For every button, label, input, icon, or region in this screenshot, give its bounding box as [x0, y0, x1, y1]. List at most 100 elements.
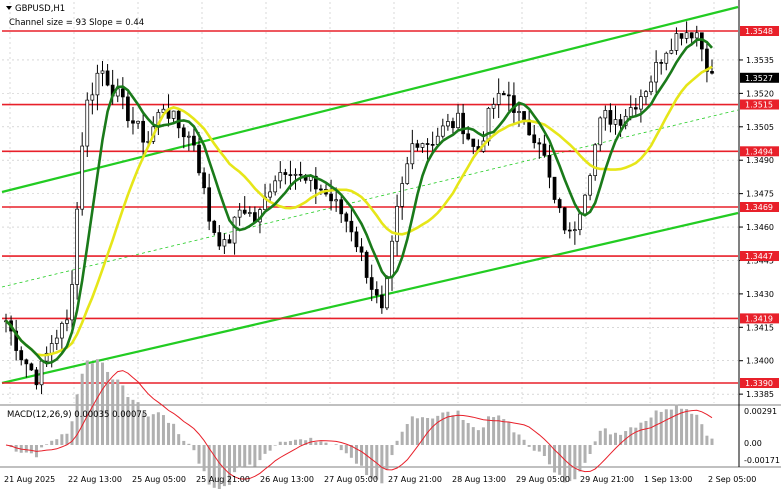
macd-bar	[553, 445, 557, 473]
macd-bar	[654, 410, 658, 445]
macd-bar	[410, 416, 414, 445]
macd-bar	[197, 445, 201, 464]
candle-body	[186, 135, 191, 138]
macd-bar	[680, 408, 684, 445]
candle-body	[628, 107, 633, 117]
macd-bar	[212, 445, 216, 488]
candle-body	[471, 138, 476, 147]
macd-bar	[527, 445, 531, 447]
candle-body	[34, 369, 39, 386]
candle-body	[578, 213, 582, 231]
time-label: 1 Sep 13:00	[644, 475, 692, 484]
candle-body	[268, 191, 272, 198]
candle-body	[120, 88, 125, 98]
macd-bar	[50, 440, 54, 445]
current-price-label: 1.3527	[745, 74, 773, 83]
candle-body	[532, 134, 537, 144]
macd-bar	[522, 439, 526, 445]
macd-bar	[405, 424, 409, 445]
macd-bar	[476, 430, 480, 445]
candle-body	[232, 216, 237, 244]
macd-bar	[278, 441, 282, 445]
candle-body	[466, 133, 471, 140]
candle-body	[496, 93, 501, 105]
candle-body	[298, 173, 303, 176]
candle-body	[181, 127, 186, 138]
candle-body	[75, 208, 79, 285]
macd-bar	[568, 445, 572, 482]
time-label: 29 Aug 05:00	[516, 475, 570, 484]
macd-bar	[603, 428, 607, 445]
level-tag-label: 1.3419	[745, 314, 773, 323]
macd-bar	[161, 415, 165, 445]
candle-body	[517, 111, 521, 113]
macd-bar	[126, 397, 130, 445]
level-tag-label: 1.3390	[745, 379, 773, 388]
candle-body	[684, 32, 689, 39]
candle-body	[212, 220, 217, 233]
dropdown-icon[interactable]	[6, 6, 12, 10]
macd-bar	[446, 411, 450, 445]
candle-body	[639, 96, 643, 110]
macd-bar	[75, 394, 79, 445]
macd-bar	[167, 422, 171, 445]
macd-bar	[349, 445, 353, 458]
candle-body	[506, 94, 511, 97]
candle-body	[649, 81, 653, 93]
candle-body	[29, 363, 34, 371]
candle-body	[385, 276, 389, 309]
macd-bar	[375, 445, 379, 480]
price-tick-label: 1.3415	[746, 323, 774, 332]
price-tick-label: 1.3430	[746, 290, 774, 299]
time-label: 22 Aug 13:00	[68, 475, 122, 484]
level-tag-label: 1.3494	[745, 147, 773, 156]
price-tick-label: 1.3490	[746, 156, 774, 165]
candle-body	[633, 107, 638, 110]
candle-body	[313, 175, 318, 190]
macd-bar	[238, 445, 242, 468]
candle-body	[207, 187, 212, 222]
candle-body	[395, 206, 399, 242]
candle-body	[192, 135, 196, 146]
macd-bar	[365, 445, 369, 476]
candle-body	[39, 360, 44, 386]
price-tick-label: 1.3385	[746, 390, 774, 399]
candle-body	[405, 163, 410, 184]
macd-bar	[136, 402, 140, 445]
macd-bar	[344, 445, 348, 454]
macd-bar	[40, 445, 44, 448]
macd-bar	[573, 445, 577, 480]
candle-body	[176, 110, 181, 129]
macd-bar	[532, 445, 536, 451]
candle-body	[247, 212, 252, 214]
candle-body	[222, 239, 227, 247]
macd-bar	[415, 418, 419, 445]
candle-body	[679, 33, 684, 39]
macd-bar	[101, 362, 105, 445]
current-price-tag	[740, 72, 779, 83]
candle-body	[242, 209, 247, 214]
candle-body	[456, 112, 460, 129]
macd-bar	[141, 413, 145, 445]
macd-scale-label: 0.00291	[744, 407, 777, 416]
macd-bar	[304, 440, 308, 445]
macd-bar	[111, 379, 115, 445]
candle-body	[105, 70, 110, 86]
level-tag	[740, 146, 779, 157]
macd-bar	[29, 445, 33, 454]
time-label: 21 Aug 2025	[4, 475, 55, 484]
candle-body	[80, 145, 85, 210]
candle-body	[613, 119, 618, 125]
candle-body	[100, 70, 105, 74]
macd-bar	[669, 409, 673, 445]
macd-bar	[360, 445, 364, 466]
candle-body	[512, 95, 516, 113]
macd-bar	[456, 410, 460, 445]
candle-body	[380, 294, 384, 309]
macd-bar	[65, 433, 69, 445]
macd-bar	[207, 445, 211, 485]
macd-bar	[334, 444, 338, 445]
candle-body	[14, 330, 19, 351]
candle-body	[54, 337, 59, 344]
